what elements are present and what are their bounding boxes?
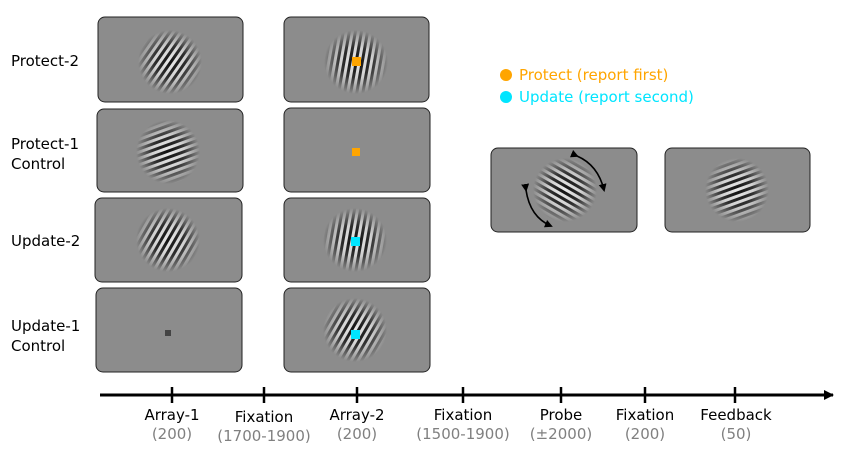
protect-cue-dot — [352, 148, 360, 156]
phase-label: Fixation — [433, 406, 493, 424]
legend-protect-marker — [500, 69, 512, 81]
timeline-ticks — [170, 387, 737, 403]
grating — [705, 158, 769, 222]
condition-label-protect-1-control: Protect-1 Control — [11, 135, 79, 173]
phase-label: Array-1 — [144, 406, 200, 424]
phase-label: Array-2 — [329, 406, 385, 424]
phase-label: Fixation — [615, 406, 675, 424]
legend-protect-label: Protect (report first) — [519, 66, 669, 84]
grating — [136, 120, 200, 184]
phase-label: Fixation — [234, 408, 294, 426]
phase-label: Feedback — [700, 406, 772, 424]
fixation-dot — [165, 330, 171, 336]
grating — [138, 30, 202, 94]
rotate-arrow-icon — [521, 183, 553, 228]
condition-label-update-1-control: Update-1 Control — [11, 317, 81, 355]
update-cue-dot — [351, 237, 360, 246]
rotate-arrow-icon — [569, 149, 607, 192]
phase-label: Probe — [539, 406, 583, 424]
legend-update-marker — [500, 91, 512, 103]
phase-duration: (200) — [151, 425, 193, 443]
phase-duration: (50) — [720, 425, 752, 443]
condition-label-protect-2: Protect-2 — [11, 52, 79, 70]
phase-duration: (1500-1900) — [416, 425, 510, 443]
phase-duration: (±2000) — [529, 425, 593, 443]
phase-duration: (200) — [624, 425, 666, 443]
condition-label-update-2: Update-2 — [11, 232, 81, 250]
legend-update-label: Update (report second) — [519, 88, 694, 106]
grating — [533, 158, 597, 222]
update-cue-dot — [351, 330, 360, 339]
grating — [136, 208, 200, 272]
phase-duration: (200) — [336, 425, 378, 443]
phase-duration: (1700-1900) — [217, 427, 311, 445]
protect-cue-dot — [352, 57, 361, 66]
